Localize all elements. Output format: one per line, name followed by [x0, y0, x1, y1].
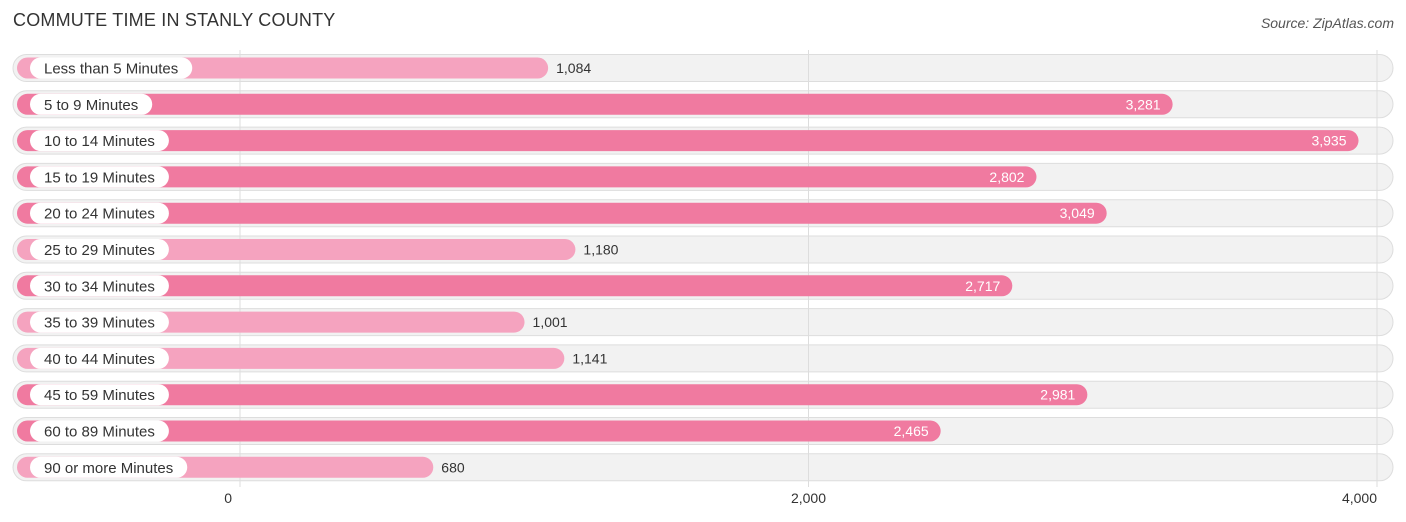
- track-group: [12, 54, 1394, 482]
- x-tick-label: 4,000: [1342, 490, 1377, 506]
- category-label-pill: [30, 311, 169, 333]
- category-label: 25 to 29 Minutes: [44, 242, 155, 259]
- category-label-pill: [30, 93, 153, 115]
- value-label: 1,180: [583, 242, 618, 258]
- category-label-pill: [30, 275, 169, 297]
- bar[interactable]: [17, 130, 1359, 152]
- category-label-pill: [30, 239, 169, 260]
- bar[interactable]: [17, 202, 1107, 224]
- category-label: 90 or more Minutes: [44, 460, 173, 477]
- category-label-pill: [30, 166, 169, 188]
- value-label: 2,802: [989, 169, 1024, 185]
- category-label: 35 to 39 Minutes: [44, 315, 155, 332]
- category-label: 10 to 14 Minutes: [44, 133, 155, 150]
- gridline-group: [239, 50, 1378, 487]
- value-label: 2,465: [894, 423, 929, 439]
- category-label-pill: [30, 456, 188, 478]
- bars-group: Less than 5 Minutes 1,084 5 to 9 Minutes 3,…: [17, 57, 1359, 478]
- value-label: 2,717: [965, 278, 1000, 294]
- chart-title: COMMUTE TIME IN STANLY COUNTY: [13, 10, 336, 30]
- value-label: 1,001: [533, 314, 568, 330]
- category-label-pill: [30, 57, 193, 79]
- category-label: 15 to 19 Minutes: [44, 169, 155, 186]
- x-tick-label: 2,000: [791, 490, 826, 506]
- category-label-pill: [30, 347, 169, 369]
- value-label: 1,141: [572, 350, 607, 366]
- category-label-pill: [30, 130, 169, 152]
- source-note: Source: ZipAtlas.com: [1260, 15, 1394, 31]
- category-label: 30 to 34 Minutes: [44, 278, 155, 295]
- category-label-pill: [30, 202, 169, 224]
- category-label: 40 to 44 Minutes: [44, 351, 155, 368]
- value-label: 3,935: [1311, 133, 1346, 149]
- bar[interactable]: [17, 93, 1173, 115]
- category-label-pill: [30, 420, 169, 442]
- category-label: Less than 5 Minutes: [44, 61, 178, 78]
- category-label: 20 to 24 Minutes: [44, 206, 155, 223]
- value-label: 2,981: [1040, 387, 1075, 403]
- value-label: 1,084: [556, 60, 591, 76]
- x-axis: 0 2,000 4,000: [224, 490, 1377, 506]
- bar[interactable]: [17, 166, 1037, 188]
- value-label: 680: [441, 459, 465, 475]
- value-label: 3,049: [1060, 205, 1095, 221]
- category-label-pill: [30, 384, 169, 406]
- bar[interactable]: [17, 384, 1088, 406]
- category-label: 45 to 59 Minutes: [44, 387, 155, 404]
- category-label: 5 to 9 Minutes: [44, 97, 138, 114]
- bar[interactable]: [17, 420, 941, 442]
- x-tick-label: 0: [224, 490, 232, 506]
- category-label: 60 to 89 Minutes: [44, 424, 155, 441]
- bar[interactable]: [17, 275, 1013, 297]
- value-label: 3,281: [1126, 96, 1161, 112]
